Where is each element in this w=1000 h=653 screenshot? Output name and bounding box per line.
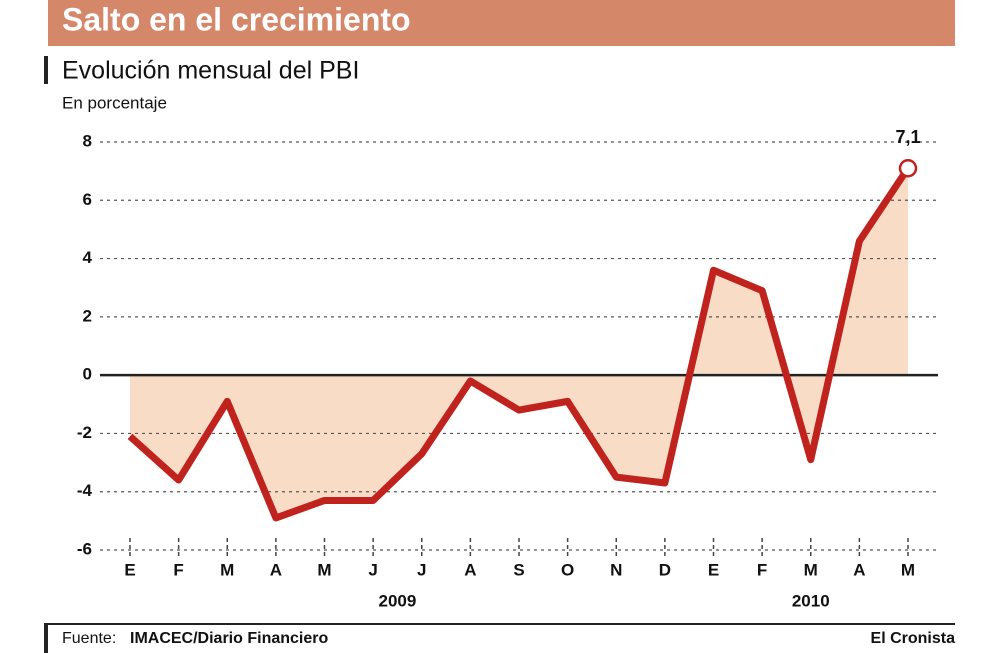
area: [130, 168, 908, 518]
x-tick-label: A: [270, 560, 282, 579]
line: [127, 166, 911, 522]
y-tick-label: 8: [83, 131, 92, 150]
subtitle-bar: [44, 56, 48, 84]
footer-bar: [44, 624, 48, 653]
x-tick-label: F: [173, 560, 183, 579]
y-tick-label: -2: [77, 423, 92, 442]
chart-title: Salto en el crecimiento: [62, 1, 411, 37]
x-tick-label: J: [368, 560, 377, 579]
value-label: 7,1: [895, 127, 920, 147]
x-tick-label: E: [708, 560, 719, 579]
y-tick-label: 4: [83, 248, 93, 267]
x-tick-label: S: [513, 560, 524, 579]
x-tick-label: A: [464, 560, 476, 579]
source: IMACEC/Diario Financiero: [130, 630, 328, 647]
x-tick-label: F: [757, 560, 767, 579]
y-tick-label: -6: [77, 539, 92, 558]
x-tick-label: E: [124, 560, 135, 579]
x-tick-label: J: [417, 560, 426, 579]
chart-subtitle: Evolución mensual del PBI: [62, 57, 359, 85]
x-tick-label: M: [804, 560, 818, 579]
x-tick-label: M: [901, 560, 915, 579]
y-tick-label: -4: [77, 481, 93, 500]
title-banner: [48, 0, 955, 46]
y-axis-label: En porcentaje: [62, 93, 167, 112]
brand: El Cronista: [871, 630, 956, 647]
x-tick-label: M: [220, 560, 234, 579]
x-tick-label: D: [659, 560, 671, 579]
y-tick-label: 6: [83, 190, 92, 209]
point-marker: [898, 158, 918, 178]
x-tick-label: O: [561, 560, 574, 579]
source-label: Fuente:: [62, 630, 116, 647]
y-tick-label: 2: [83, 306, 92, 325]
year-label: 2009: [379, 591, 417, 610]
x-tick-label: M: [317, 560, 331, 579]
y-tick-label: 0: [83, 365, 92, 384]
x-tick-label: A: [853, 560, 865, 579]
x-tick-label: N: [610, 560, 622, 579]
year-label: 2010: [792, 591, 830, 610]
